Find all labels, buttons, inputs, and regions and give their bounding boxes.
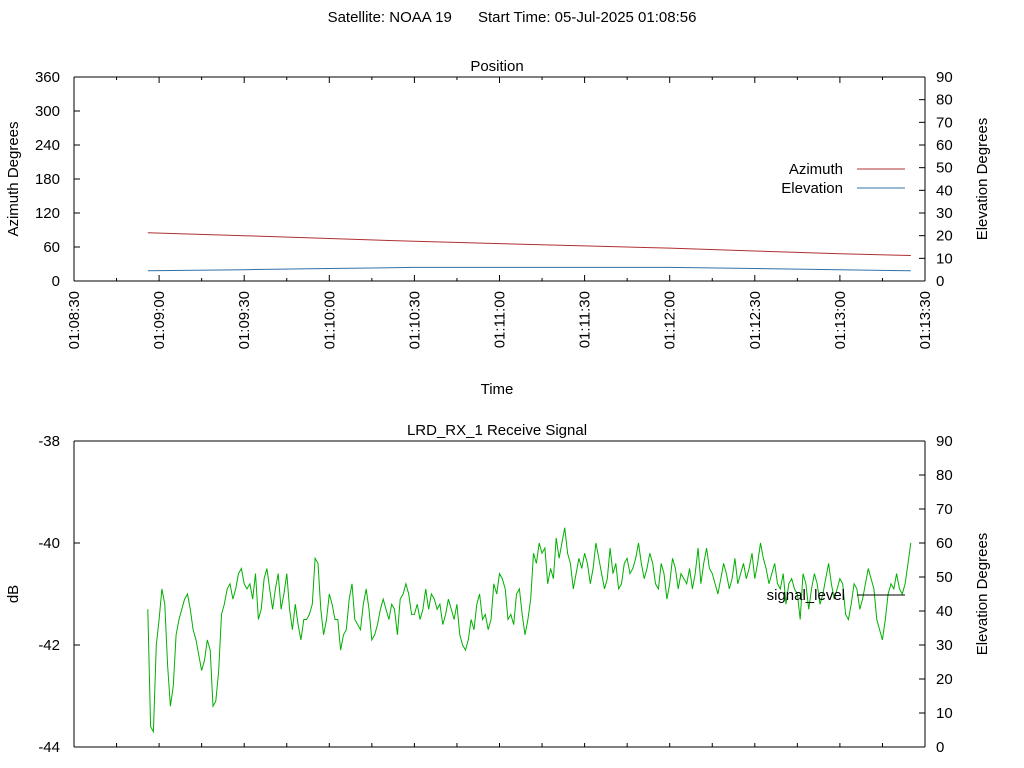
y2-tick-label: 70 <box>936 501 953 518</box>
db-tick-label: -38 <box>38 433 60 450</box>
y2-tick-label: 40 <box>936 603 953 620</box>
y2-tick-label: 30 <box>936 637 953 654</box>
y2-tick-label: 60 <box>936 535 953 552</box>
signal-y2label: Elevation Degrees <box>974 533 991 656</box>
x-tick-label: 01:12:30 <box>747 291 764 349</box>
x-tick-label: 01:12:00 <box>662 291 679 349</box>
y-tick-label: 0 <box>52 273 60 290</box>
y2-tick-label: 20 <box>936 671 953 688</box>
x-tick-label: 01:10:30 <box>406 291 423 349</box>
y2-tick-label: 0 <box>936 739 944 756</box>
x-tick-label: 01:08:30 <box>66 291 83 349</box>
position-y2label: Elevation Degrees <box>974 118 991 241</box>
y2-tick-label: 90 <box>936 69 953 86</box>
signal-title: LRD_RX_1 Receive Signal <box>407 422 587 439</box>
start-time-label: Start Time: 05-Jul-2025 01:08:56 <box>478 9 696 26</box>
y-tick-label: 300 <box>35 103 60 120</box>
y2-tick-label: 10 <box>936 250 953 267</box>
elevation-line <box>147 266 911 272</box>
x-tick-label: 01:09:00 <box>151 291 168 349</box>
signal-level-line <box>147 527 912 734</box>
y2-tick-label: 50 <box>936 160 953 177</box>
y-tick-label: 60 <box>43 239 60 256</box>
x-tick-label: 01:13:30 <box>917 291 934 349</box>
y-tick-label: 120 <box>35 205 60 222</box>
header-title: Satellite: NOAA 19 Start Time: 05-Jul-20… <box>328 9 697 26</box>
position-xlabel: Time <box>481 381 514 398</box>
y2-tick-label: 10 <box>936 705 953 722</box>
x-tick-label: 01:09:30 <box>236 291 253 349</box>
legend-label-signal: signal_level <box>767 587 845 604</box>
position-ylabel: Azimuth Degrees <box>5 121 22 236</box>
legend-label-azimuth: Azimuth <box>789 161 843 178</box>
position-plot: Position Time Azimuth Degrees Elevation … <box>5 58 991 398</box>
y2-tick-label: 70 <box>936 114 953 131</box>
azimuth-line <box>147 232 911 256</box>
db-tick-label: -40 <box>38 535 60 552</box>
x-tick-label: 01:11:30 <box>577 291 594 348</box>
db-tick-label: -44 <box>38 739 60 756</box>
x-tick-label: 01:11:00 <box>492 291 509 348</box>
y2-tick-label: 90 <box>936 433 953 450</box>
y2-tick-label: 60 <box>936 137 953 154</box>
db-tick-label: -42 <box>38 637 60 654</box>
signal-ylabel: dB <box>5 585 22 603</box>
y-tick-label: 240 <box>35 137 60 154</box>
y2-tick-label: 80 <box>936 467 953 484</box>
y2-tick-label: 50 <box>936 569 953 586</box>
y2-tick-label: 20 <box>936 228 953 245</box>
x-tick-label: 01:13:00 <box>832 291 849 349</box>
y2-tick-label: 0 <box>936 273 944 290</box>
y2-tick-label: 40 <box>936 182 953 199</box>
y-tick-label: 360 <box>35 69 60 86</box>
signal-plot: LRD_RX_1 Receive Signal dB Elevation Deg… <box>5 422 991 756</box>
y2-tick-label: 80 <box>936 92 953 109</box>
y-tick-label: 180 <box>35 171 60 188</box>
position-title: Position <box>470 58 523 75</box>
satellite-label: Satellite: NOAA 19 <box>328 9 452 26</box>
x-tick-label: 01:10:00 <box>321 291 338 349</box>
legend-label-elevation: Elevation <box>781 180 843 197</box>
y2-tick-label: 30 <box>936 205 953 222</box>
